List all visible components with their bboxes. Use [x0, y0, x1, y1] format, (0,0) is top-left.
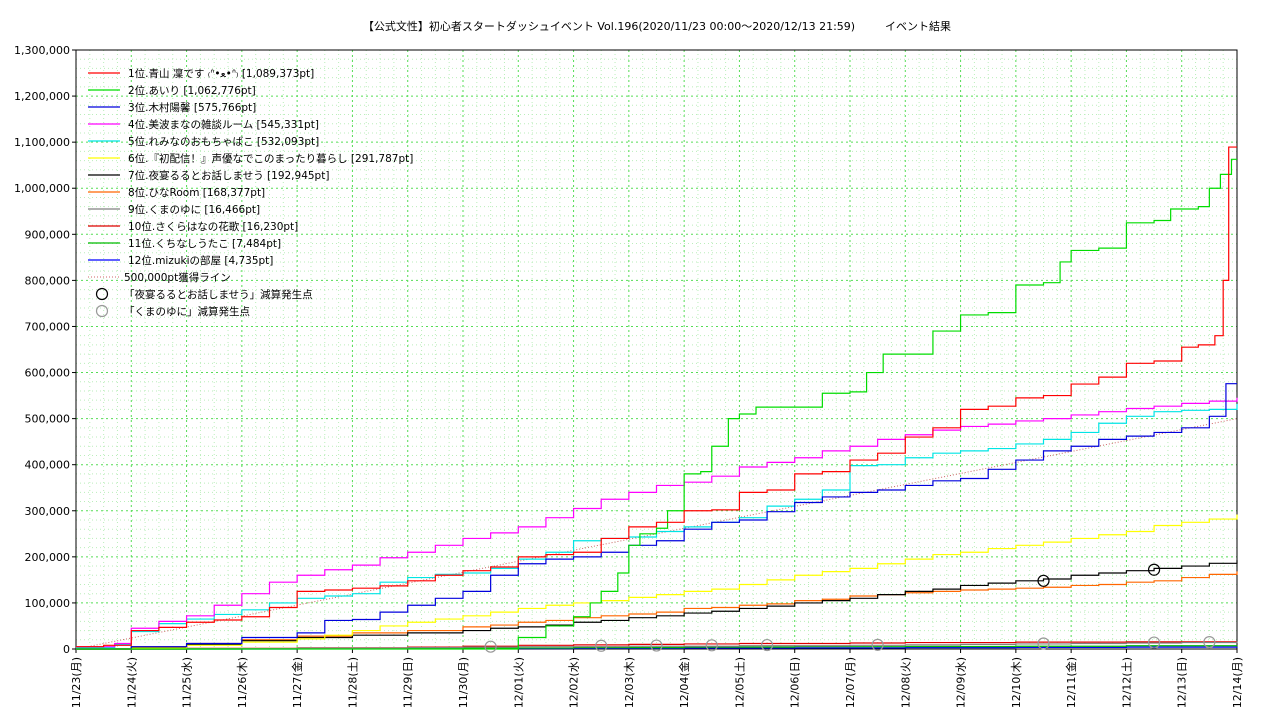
deduction-marker-yoru	[1037, 574, 1050, 587]
x-tick-label: 12/04(金)	[677, 657, 691, 708]
legend-marker-swatch	[95, 287, 109, 301]
y-tick-label: 200,000	[25, 551, 71, 564]
deduction-marker-kuma	[650, 639, 663, 652]
y-tick-label: 0	[63, 643, 70, 656]
deduction-marker-kuma	[1203, 635, 1216, 649]
x-tick-label: 12/02(水)	[568, 657, 581, 708]
x-tick-label: 12/10(木)	[1010, 657, 1023, 708]
x-tick-label: 12/05(土)	[733, 657, 746, 708]
x-tick-label: 12/14(月)	[1231, 657, 1244, 708]
y-tick-label: 600,000	[25, 367, 71, 380]
legend-label: 3位.木村陽馨 [575,766pt]	[128, 101, 256, 114]
deduction-marker-kuma	[1147, 636, 1161, 649]
y-tick-label: 900,000	[25, 228, 71, 241]
series-line-rank-3	[76, 383, 1237, 650]
x-tick-label: 11/30(月)	[457, 657, 470, 708]
legend: 1位.青山 凜です ₍ᐢ•ﻌ•ᐢ₎ [1,089,373pt] 2位.あいり [1…	[88, 67, 413, 318]
x-tick-label: 11/26(木)	[236, 657, 249, 708]
legend-label: 1位.青山 凜です ₍ᐢ•ﻌ•ᐢ₎ [1,089,373pt]	[128, 67, 314, 80]
deduction-marker-kuma	[595, 639, 608, 652]
legend-label: 11位.くちなしうたこ [7,484pt]	[128, 237, 281, 250]
legend-label: 「夜宴るるとお話しませう」減算発生点	[124, 288, 313, 301]
x-tick-label: 11/23(月)	[70, 657, 83, 708]
y-tick-label: 100,000	[25, 597, 71, 610]
x-tick-label: 12/09(水)	[955, 657, 968, 708]
legend-label: 6位.『初配信！』声優なでこのまったり暮らし [291,787pt]	[128, 152, 413, 165]
series-line-rank-7	[76, 560, 1238, 650]
x-tick-label: 12/03(木)	[623, 657, 636, 708]
legend-label: 2位.あいり [1,062,776pt]	[128, 84, 256, 97]
legend-label: 8位.ひなRoom [168,377pt]	[128, 186, 265, 199]
legend-label: 5位.れみなのおもちゃばこ [532,093pt]	[128, 135, 319, 148]
legend-label: 「くまのゆに」減算発生点	[124, 305, 250, 318]
series-line-rank-1	[76, 146, 1237, 648]
y-tick-label: 400,000	[25, 459, 71, 472]
legend-label: 10位.さくらはなの花歌 [16,230pt]	[128, 220, 298, 233]
series-line-rank-9	[76, 641, 1238, 650]
x-tick-label: 11/25(水)	[181, 657, 194, 708]
legend-label: 500,000pt獲得ライン	[124, 271, 231, 284]
legend-label: 12位.mizukiの部屋 [4,735pt]	[128, 254, 273, 267]
legend-label: 7位.夜宴るるとお話しませう [192,945pt]	[128, 169, 329, 182]
x-tick-label: 12/08(火)	[899, 657, 912, 708]
legend-marker-swatch	[95, 304, 109, 318]
x-tick-label: 12/13(日)	[1176, 657, 1189, 708]
y-tick-label: 1,000,000	[14, 182, 70, 195]
legend-label: 9位.くまのゆに [16,466pt]	[128, 203, 260, 216]
x-tick-label: 12/06(日)	[789, 657, 802, 708]
chart-title: 【公式文性】初心者スタートダッシュイベント Vol.196(2020/11/23…	[363, 19, 855, 33]
y-tick-label: 300,000	[25, 505, 71, 518]
deduction-marker-yoru	[1147, 563, 1161, 576]
y-tick-label: 1,100,000	[14, 136, 70, 149]
x-tick-label: 11/24(火)	[125, 657, 138, 708]
x-tick-label: 12/12(土)	[1120, 657, 1133, 708]
series-line-rank-8	[76, 571, 1238, 650]
deduction-marker-kuma	[871, 638, 884, 651]
x-tick-label: 11/28(土)	[346, 657, 359, 708]
series-line-rank-2	[76, 158, 1237, 650]
legend-label: 4位.美波まなの雑談ルーム [545,331pt]	[128, 118, 319, 131]
x-tick-label: 12/01(火)	[512, 657, 525, 708]
y-tick-label: 500,000	[25, 413, 71, 426]
plot-frame	[75, 49, 1238, 650]
x-tick-label: 11/27(金)	[290, 657, 304, 708]
deduction-marker-kuma	[1037, 637, 1050, 650]
y-tick-label: 700,000	[25, 320, 71, 333]
chart-subtitle: イベント結果	[885, 19, 951, 33]
deduction-marker-kuma	[484, 640, 497, 653]
y-tick-label: 1,300,000	[14, 44, 70, 57]
deduction-marker-kuma	[705, 639, 718, 652]
x-tick-label: 11/29(日)	[402, 657, 415, 708]
x-tick-label: 12/11(金)	[1064, 657, 1078, 708]
x-tick-label: 12/07(月)	[844, 657, 857, 708]
marker-points	[484, 563, 1216, 653]
grid-lines	[76, 50, 1237, 649]
deduction-marker-kuma	[760, 638, 774, 652]
series-line-rank-4	[76, 397, 1238, 648]
series-line-rank-6	[76, 514, 1238, 650]
y-tick-label: 1,200,000	[14, 90, 70, 103]
y-tick-label: 800,000	[25, 274, 71, 287]
series-lines	[75, 146, 1238, 650]
axes: 0 100,000 200,000 300,000 400,000 500,000 600,…	[14, 44, 1244, 708]
